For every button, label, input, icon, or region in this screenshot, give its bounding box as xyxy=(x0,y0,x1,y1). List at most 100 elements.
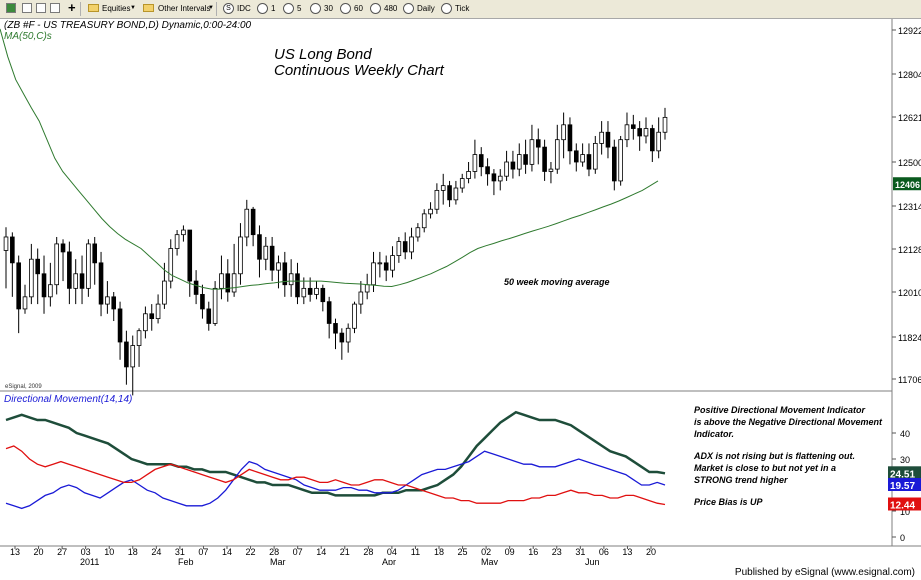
candle xyxy=(466,171,471,179)
interval-5-button[interactable]: 5 xyxy=(297,4,302,13)
candle xyxy=(288,273,294,286)
candle xyxy=(352,303,357,329)
candle xyxy=(548,168,554,172)
interval-30-button[interactable]: 30 xyxy=(324,4,333,13)
interval-30-icon[interactable] xyxy=(310,3,321,14)
candle xyxy=(409,236,414,253)
ma-label: MA(50,C)s xyxy=(4,31,52,42)
candle xyxy=(390,255,395,271)
series-badge-label: 24.51 xyxy=(890,469,915,480)
toolbar-plus-icon[interactable]: + xyxy=(68,0,76,15)
candle xyxy=(314,287,319,295)
toolbar: + Equities ▼ Other Intervals ▼ S IDC 1 5… xyxy=(0,0,921,19)
candle xyxy=(29,258,34,298)
candle xyxy=(510,161,516,170)
series-badge xyxy=(888,466,921,480)
candle xyxy=(181,229,186,236)
interval-480-icon[interactable] xyxy=(370,3,381,14)
equities-folder-icon xyxy=(88,4,99,12)
candle xyxy=(257,234,262,260)
candle xyxy=(219,273,224,289)
other-intervals-menu[interactable]: Other Intervals xyxy=(158,4,211,13)
interval-480-button[interactable]: 480 xyxy=(384,4,398,13)
interval-60-icon[interactable] xyxy=(340,3,351,14)
candle xyxy=(428,208,433,215)
x-axis-label: 16 xyxy=(528,547,538,557)
series-badge-label: 19.57 xyxy=(890,481,915,492)
x-axis-label: 11 xyxy=(411,547,420,557)
candle xyxy=(580,154,585,163)
tick-icon[interactable] xyxy=(441,3,452,14)
note-price-bias: Price Bias is UP xyxy=(694,497,764,507)
toolbar-page-icon[interactable] xyxy=(22,3,32,13)
candle xyxy=(333,323,338,334)
candle xyxy=(124,341,129,368)
candle xyxy=(16,262,21,310)
candle xyxy=(478,154,484,168)
candle xyxy=(276,262,281,271)
candle xyxy=(10,236,15,264)
candle xyxy=(73,273,79,289)
x-axis-label: 20 xyxy=(34,547,44,557)
month-label: Mar xyxy=(270,557,286,565)
idc-button[interactable]: IDC xyxy=(237,4,251,13)
daily-button[interactable]: Daily xyxy=(417,4,435,13)
candle xyxy=(497,175,503,182)
candle xyxy=(79,273,85,289)
candle xyxy=(383,262,389,271)
toolbar-paste-icon[interactable] xyxy=(50,3,60,13)
candle xyxy=(174,234,180,249)
candle xyxy=(193,280,199,295)
month-label: 2011 xyxy=(80,557,99,565)
interval-60-button[interactable]: 60 xyxy=(354,4,363,13)
tick-button[interactable]: Tick xyxy=(455,4,470,13)
candle xyxy=(48,284,53,298)
candle xyxy=(345,327,351,343)
candle xyxy=(92,243,98,264)
toolbar-copy-icon[interactable] xyxy=(36,3,46,13)
candle xyxy=(612,146,617,182)
sub-axis-label: 10 xyxy=(900,507,910,517)
note-adx: ADX is not rising but is flattening out.… xyxy=(693,451,858,485)
price-axis-label: 12621 xyxy=(898,113,921,123)
candle xyxy=(168,248,174,282)
candle xyxy=(453,187,459,201)
chart-title: US Long Bond xyxy=(274,46,372,63)
candle xyxy=(637,128,642,137)
x-axis-label: 22 xyxy=(246,547,256,557)
x-axis-label: 28 xyxy=(363,547,373,557)
x-axis-label: 09 xyxy=(505,547,515,557)
candle xyxy=(624,124,630,141)
equities-dropdown-icon[interactable]: ▼ xyxy=(130,5,136,11)
candle xyxy=(650,128,655,152)
sub-chart-title: Directional Movement(14,14) xyxy=(4,394,132,405)
candle xyxy=(225,273,231,293)
candle xyxy=(535,139,541,148)
candle xyxy=(200,294,205,310)
chart-header: (ZB #F - US TREASURY BOND,D) Dynamic,0:0… xyxy=(4,20,252,31)
last-price-badge xyxy=(893,177,921,191)
x-axis-label: 18 xyxy=(434,547,444,557)
price-pane: 12922 12804 12621 12500 12314 12128 12010 11824… xyxy=(0,26,921,396)
candle xyxy=(371,262,376,286)
candle xyxy=(364,284,370,293)
candle xyxy=(529,139,535,165)
x-axis-label: 23 xyxy=(552,547,562,557)
candle xyxy=(472,154,478,172)
candle xyxy=(631,124,636,129)
candle xyxy=(599,131,604,144)
candle xyxy=(22,296,28,310)
daily-icon[interactable] xyxy=(403,3,414,14)
interval-1-button[interactable]: 1 xyxy=(271,4,276,13)
month-label: May xyxy=(481,557,499,565)
intervals-dropdown-icon[interactable]: ▼ xyxy=(208,5,214,11)
interval-5-icon[interactable] xyxy=(283,3,294,14)
candle xyxy=(117,308,123,343)
interval-1-icon[interactable] xyxy=(257,3,268,14)
candle xyxy=(269,245,275,271)
idc-circle-icon[interactable]: S xyxy=(223,3,234,14)
toolbar-chart-icon[interactable] xyxy=(6,3,16,13)
equities-menu[interactable]: Equities xyxy=(102,4,131,13)
x-axis-label: 21 xyxy=(340,547,350,557)
price-axis-label: 12500 xyxy=(898,158,921,168)
